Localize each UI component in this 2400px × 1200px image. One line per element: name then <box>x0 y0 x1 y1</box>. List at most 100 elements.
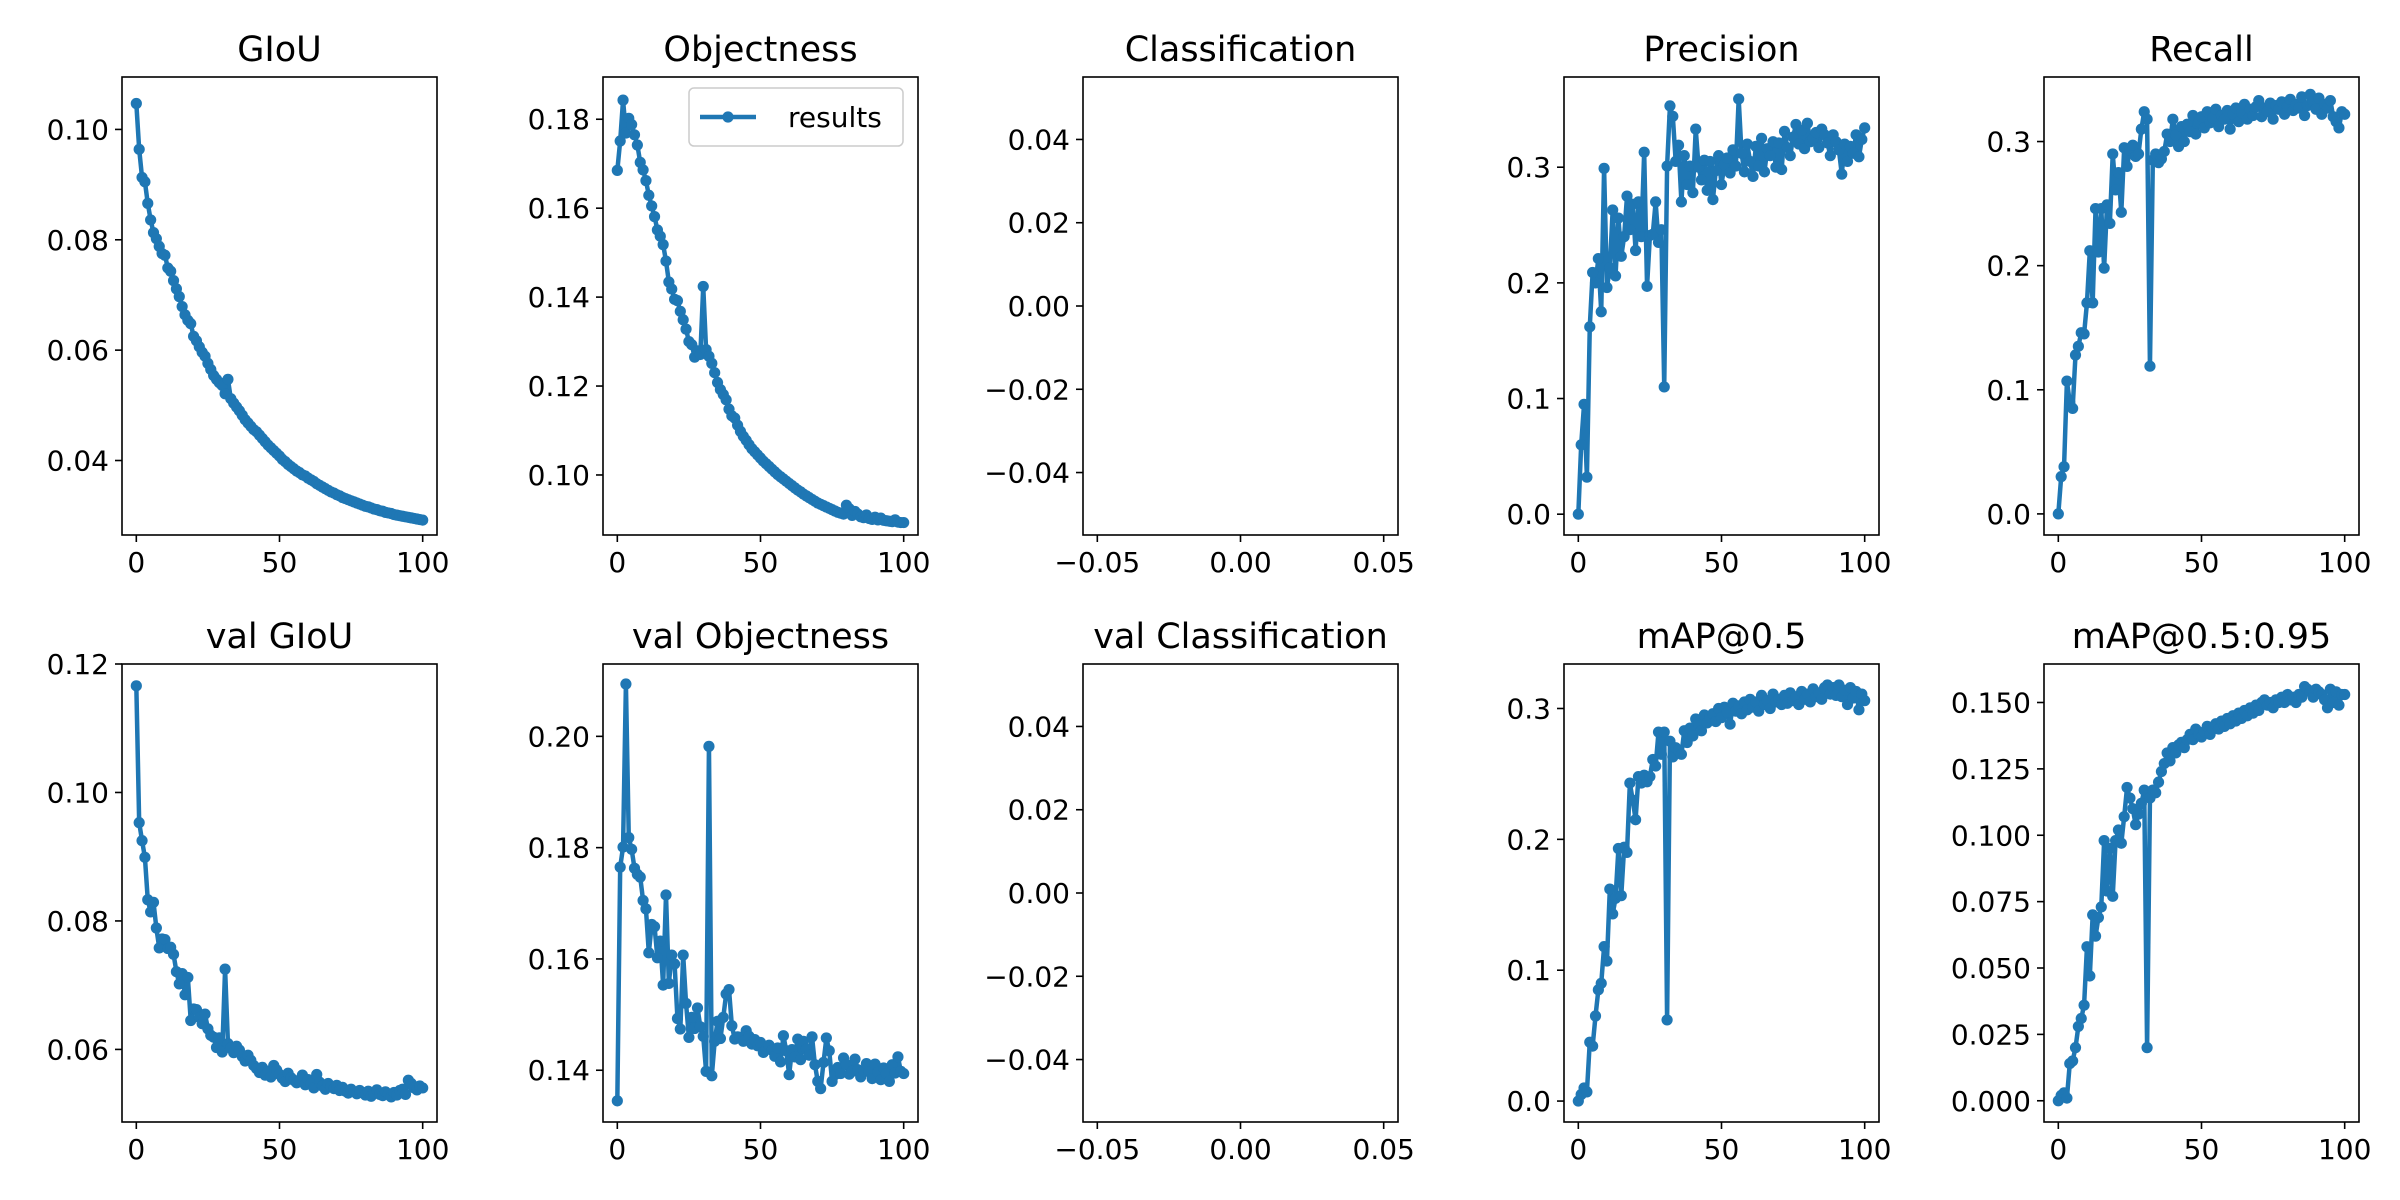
data-point <box>820 1032 832 1044</box>
data-point <box>1667 110 1679 122</box>
y-tick-label: 0.10 <box>47 776 109 809</box>
y-tick-label: 0.10 <box>528 459 590 492</box>
data-point <box>1672 139 1685 151</box>
data-point <box>663 977 675 990</box>
data-point <box>640 903 652 915</box>
data-point <box>666 283 678 295</box>
data-point <box>648 211 661 223</box>
y-tick-label: 0.12 <box>47 648 109 681</box>
data-point <box>185 318 197 330</box>
data-point <box>1704 155 1716 168</box>
x-tick-label: 0 <box>1569 546 1587 579</box>
data-point <box>1670 155 1682 168</box>
data-point <box>1715 178 1728 191</box>
y-tick-label: 0.00 <box>1008 290 1070 323</box>
y-tick-label: 0.04 <box>1008 123 1070 156</box>
data-point <box>611 164 623 176</box>
data-point <box>2333 122 2345 134</box>
data-point <box>1661 160 1673 172</box>
data-point <box>717 1011 729 1023</box>
data-point <box>2132 808 2145 820</box>
y-tick-label: 0.06 <box>47 334 109 367</box>
series-line <box>2056 92 2347 515</box>
x-tick-label: 100 <box>2318 1133 2371 1166</box>
x-tick-label: 50 <box>262 546 298 579</box>
data-point <box>1824 150 1836 162</box>
data-point <box>1652 236 1665 248</box>
data-point <box>631 139 643 151</box>
data-point <box>2055 471 2067 483</box>
data-point <box>2067 402 2079 414</box>
subplot-3: Precision 0 50 100 0.0 0.1 0.2 0.3 <box>1506 30 1891 579</box>
data-point <box>1601 955 1613 967</box>
data-point <box>617 94 629 106</box>
data-point <box>794 1054 807 1066</box>
y-tick-label: −0.02 <box>984 373 1070 406</box>
data-point <box>2190 128 2202 140</box>
y-tick-label: 0.000 <box>1951 1085 2031 1118</box>
data-point <box>1584 321 1596 333</box>
data-point <box>1661 1014 1673 1026</box>
data-point <box>2084 245 2096 257</box>
data-point <box>153 942 165 954</box>
data-point <box>145 906 157 918</box>
x-tick-label: 50 <box>1704 546 1740 579</box>
data-point <box>815 1083 827 1095</box>
y-tick-label: 0.2 <box>1506 823 1551 856</box>
data-point <box>2098 834 2110 847</box>
data-point <box>1595 977 1607 989</box>
y-tick-label: 0.0 <box>1986 498 2031 531</box>
data-point <box>139 851 151 863</box>
data-point <box>1713 150 1725 162</box>
subplot-4: Recall 0 50 100 0.0 0.1 0.2 0.3 <box>1986 30 2371 579</box>
x-tick-label: 100 <box>1838 1133 1891 1166</box>
data-point <box>1721 706 1733 719</box>
subplot-6: val Objectness 0 50 100 0.14 0.16 0.18 0.20 <box>528 617 931 1166</box>
y-tick-label: 0.02 <box>1008 207 1070 240</box>
data-point <box>1853 704 1865 716</box>
data-point <box>1755 132 1768 144</box>
data-point <box>1641 280 1653 292</box>
data-point <box>1629 244 1642 257</box>
data-point <box>677 949 689 961</box>
x-tick-label: 50 <box>743 1133 779 1166</box>
data-point <box>2069 1042 2082 1054</box>
legend-marker <box>722 111 734 123</box>
data-point <box>2101 199 2113 211</box>
data-point <box>1615 890 1627 902</box>
data-point <box>726 1020 738 1032</box>
data-point <box>709 367 721 379</box>
x-tick-label: 100 <box>396 1133 449 1166</box>
subplot-8: mAP@0.5 0 50 100 0.0 0.1 0.2 0.3 <box>1506 617 1891 1166</box>
data-point <box>147 896 160 908</box>
x-tick-label: 100 <box>396 546 449 579</box>
series-line <box>134 685 424 1100</box>
data-point <box>1730 160 1742 172</box>
data-point <box>1658 726 1670 738</box>
y-tick-label: 0.00 <box>1008 877 1070 910</box>
data-point <box>1607 204 1619 216</box>
data-point <box>1655 748 1667 760</box>
subplot-title: mAP@0.5:0.95 <box>2072 617 2332 657</box>
data-point <box>620 678 632 690</box>
data-point <box>2339 688 2351 701</box>
data-point <box>1607 908 1619 920</box>
axes-frame <box>121 76 438 536</box>
data-point <box>1784 150 1796 162</box>
data-point <box>2296 691 2308 703</box>
data-point <box>1675 196 1688 208</box>
x-tick-label: 50 <box>262 1133 298 1166</box>
data-point <box>817 1056 830 1069</box>
data-point <box>2152 776 2165 788</box>
data-point <box>1624 777 1636 789</box>
data-point <box>1587 1040 1599 1052</box>
data-point <box>1650 760 1662 772</box>
data-point <box>2115 206 2127 218</box>
axes-frame <box>1082 76 1399 536</box>
data-point <box>130 97 142 110</box>
subplot-title: GIoU <box>237 30 321 70</box>
data-point <box>2150 787 2162 799</box>
data-point <box>1604 262 1616 274</box>
data-point <box>1650 196 1662 208</box>
data-point <box>706 1070 718 1082</box>
